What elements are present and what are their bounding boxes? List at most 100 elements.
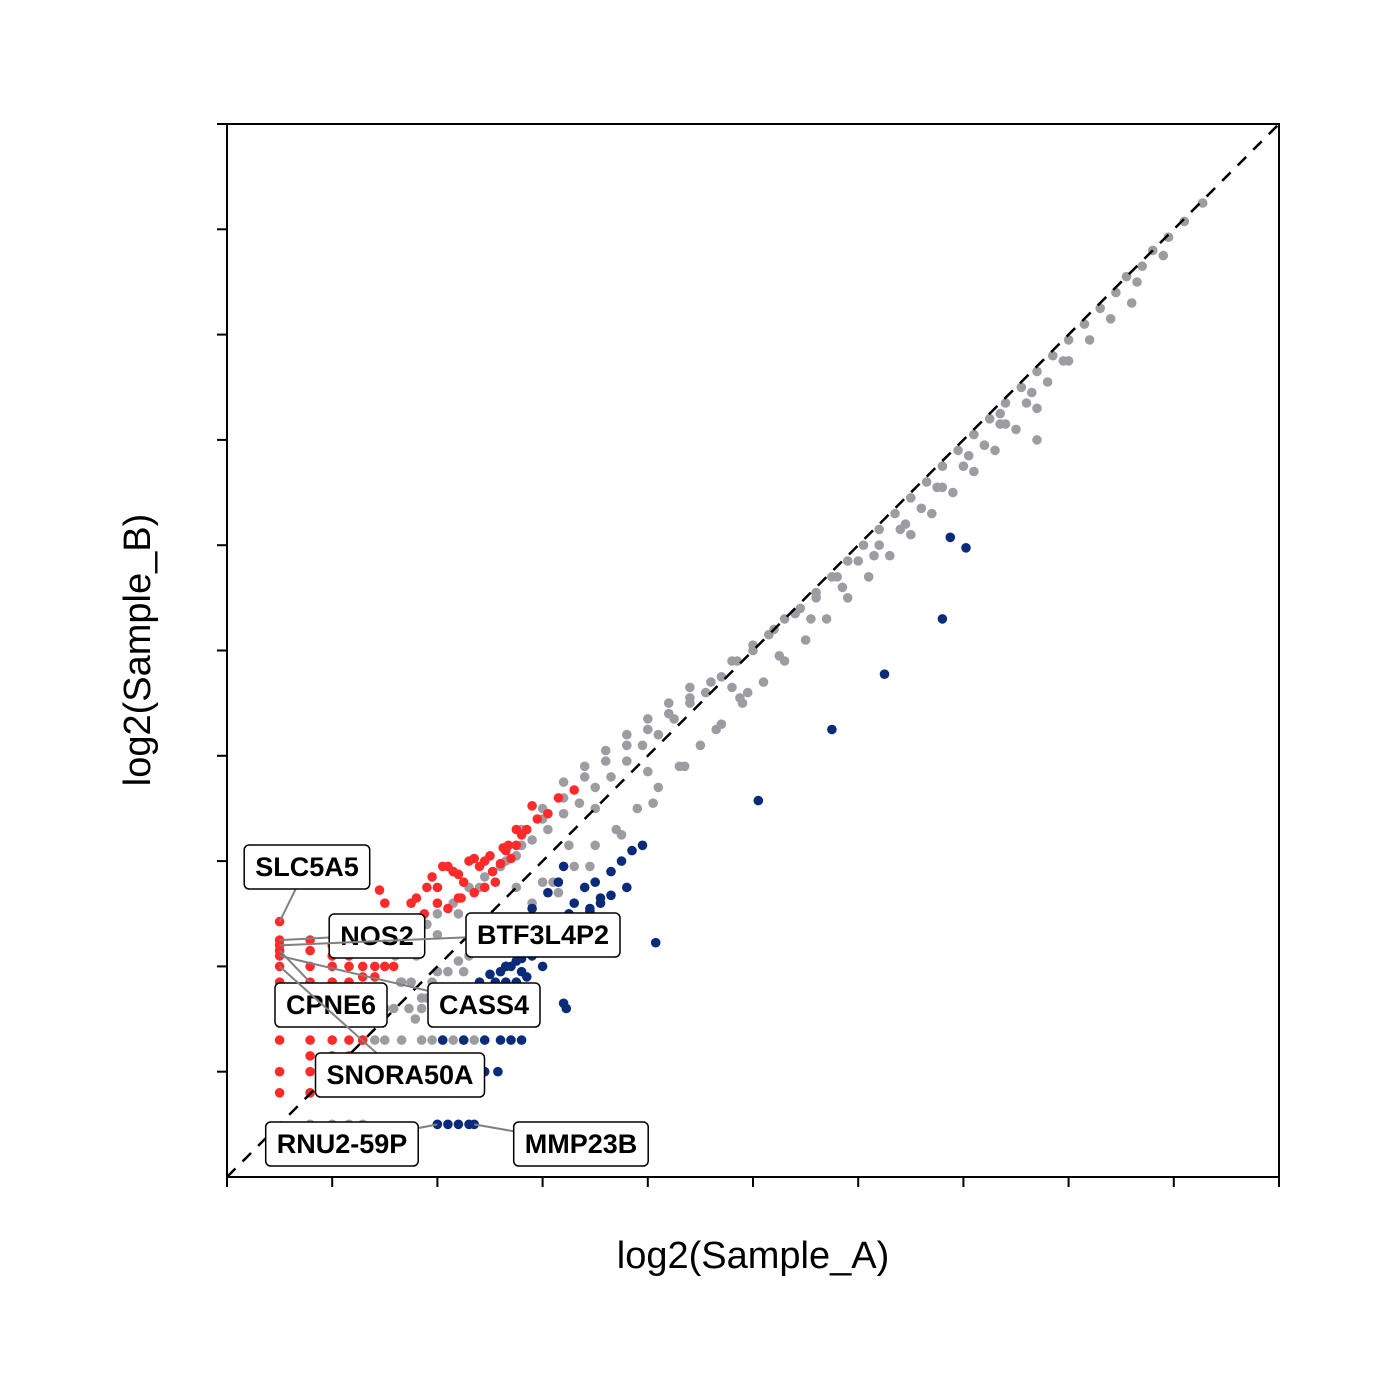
data-point-up [374, 885, 385, 895]
data-point-up [479, 882, 490, 893]
data-point-ns [837, 582, 848, 593]
data-point-ns [685, 682, 695, 693]
data-point-ns [632, 803, 643, 814]
data-point-down [606, 890, 616, 901]
data-point-ns [558, 777, 569, 787]
data-point-up [532, 814, 543, 824]
gene-label-text: CPNE6 [286, 990, 376, 1020]
data-point-ns [742, 687, 753, 698]
data-point-up [443, 903, 453, 914]
data-point-ns [1137, 261, 1147, 272]
data-point-up [380, 898, 390, 908]
data-point-ns [648, 798, 658, 808]
data-point-ns [906, 493, 916, 503]
data-point-ns [416, 1003, 427, 1014]
data-point-down [595, 898, 606, 908]
data-point-ns [664, 698, 674, 708]
gene-label-box [328, 913, 426, 959]
data-point-up [274, 1035, 285, 1045]
data-point-up [511, 824, 522, 835]
gene-label-text: MMP23B [525, 1129, 638, 1159]
data-point-up [327, 1035, 338, 1045]
x-axis [226, 1177, 1280, 1187]
data-point-up [511, 840, 522, 851]
reference-diagonal [226, 123, 1280, 1178]
data-point-down [493, 1066, 503, 1077]
gene-label-rnu2-59p: RNU2-59P [264, 1121, 419, 1167]
data-point-ns [1158, 250, 1169, 261]
data-point-ns [679, 761, 690, 772]
data-point-ns [469, 1035, 480, 1045]
data-point-ns [606, 772, 616, 782]
data-point-ns [664, 708, 674, 719]
data-point-ns [1105, 314, 1116, 324]
data-point-up [522, 824, 532, 835]
data-point-ns [579, 772, 590, 782]
data-point-down [569, 898, 579, 908]
data-point-up [458, 877, 469, 887]
data-point-ns [370, 1035, 380, 1045]
data-point-ns [958, 461, 969, 472]
data-point-ns [653, 782, 664, 793]
data-point-ns [1042, 377, 1053, 387]
data-point-ns [811, 593, 821, 603]
data-point-up [553, 793, 564, 803]
data-point-down [501, 961, 511, 972]
data-point-ns [1079, 319, 1090, 329]
data-point-ns [1132, 277, 1142, 287]
data-point-ns [832, 572, 842, 582]
data-point-ns [600, 756, 611, 766]
data-point-ns [527, 835, 537, 845]
data-point-ns [969, 466, 979, 477]
data-point-up [305, 1051, 315, 1061]
data-point-down [506, 1035, 516, 1045]
data-point-ns [906, 529, 916, 540]
data-point-down [437, 1035, 448, 1045]
data-point-ns [869, 550, 879, 561]
data-point-ns [416, 1035, 427, 1045]
data-point-down [453, 1119, 464, 1130]
gene-label-btf3l4p2: BTF3L4P2 [465, 912, 621, 958]
data-point-down [516, 966, 527, 977]
data-point-up [443, 861, 453, 872]
data-point-ns [1021, 398, 1032, 408]
data-point-down [637, 840, 648, 851]
data-point-down [469, 1119, 480, 1130]
data-point-down [543, 887, 553, 898]
x-axis-title: log2(Sample_A) [617, 1235, 889, 1277]
data-point-ns [1032, 435, 1042, 445]
data-point-up [487, 866, 498, 877]
data-point-ns [643, 724, 653, 735]
data-point-ns [590, 782, 600, 793]
data-point-ns [716, 672, 727, 682]
data-point-down [579, 882, 590, 893]
data-point-ns [1084, 335, 1095, 345]
data-point-down [432, 1119, 443, 1130]
data-point-ns [953, 445, 963, 456]
data-point-up [506, 853, 516, 864]
data-point-ns [416, 993, 427, 1003]
data-point-ns [937, 461, 948, 472]
data-point-up [388, 961, 399, 972]
gene-label-box [314, 1052, 486, 1098]
data-point-down [537, 961, 548, 972]
data-point-down [616, 856, 627, 866]
data-point-ns [874, 540, 884, 550]
data-point-up [453, 869, 464, 880]
data-point-ns [685, 693, 695, 703]
data-point-ns [585, 861, 595, 872]
gene-label-slc5a5: SLC5A5 [243, 844, 371, 890]
data-point-ns [748, 640, 758, 650]
data-point-up [357, 961, 368, 972]
data-point-ns [479, 872, 490, 882]
data-point-down [879, 669, 890, 679]
data-point-ns [711, 724, 721, 735]
data-point-up [569, 785, 579, 795]
data-point-ns [932, 482, 942, 493]
data-point-ns [1048, 350, 1058, 361]
data-point-up [527, 801, 537, 811]
data-point-ns [622, 756, 632, 766]
gene-label-text: SNORA50A [326, 1060, 473, 1090]
data-point-up [479, 856, 490, 866]
data-point-ns [1058, 356, 1069, 366]
